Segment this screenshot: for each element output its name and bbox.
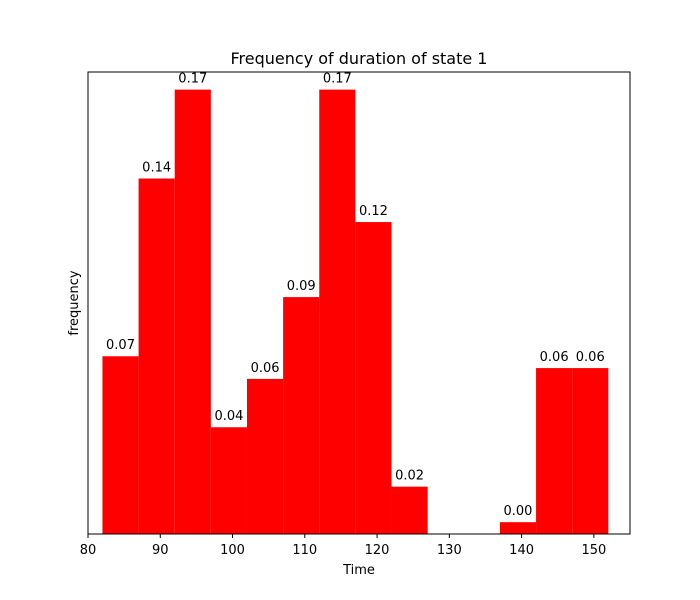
histogram-bar xyxy=(210,427,247,534)
bar-value-label: 0.00 xyxy=(504,504,533,519)
y-axis-label: frequency xyxy=(67,270,82,336)
histogram-bar xyxy=(499,522,537,534)
bar-value-label: 0.17 xyxy=(178,72,207,87)
bar-value-label: 0.06 xyxy=(576,350,605,365)
bar-value-label: 0.14 xyxy=(142,160,171,175)
bar-value-label: 0.06 xyxy=(540,350,569,365)
histogram-bar xyxy=(174,89,211,535)
bar-value-label: 0.17 xyxy=(323,72,352,87)
bar-value-label: 0.06 xyxy=(251,361,280,376)
bar-value-label: 0.07 xyxy=(106,338,135,353)
histogram-bar xyxy=(283,297,320,534)
x-axis-label: Time xyxy=(342,563,375,578)
histogram-bar xyxy=(391,486,428,534)
x-tick-label: 80 xyxy=(80,543,97,558)
x-tick-label: 140 xyxy=(509,543,534,558)
bar-value-label: 0.04 xyxy=(214,409,243,424)
histogram-bar xyxy=(246,378,284,534)
x-tick-label: 110 xyxy=(292,543,317,558)
histogram-bar xyxy=(355,222,392,534)
x-tick-label: 90 xyxy=(152,543,169,558)
x-tick-label: 120 xyxy=(365,543,390,558)
chart-title: Frequency of duration of state 1 xyxy=(231,49,488,68)
x-tick-label: 150 xyxy=(581,543,606,558)
histogram-bar xyxy=(102,356,139,534)
histogram-bar xyxy=(319,89,356,535)
x-tick-label: 130 xyxy=(437,543,462,558)
x-tick-label: 100 xyxy=(220,543,245,558)
histogram-bar xyxy=(572,368,609,534)
bar-value-label: 0.09 xyxy=(287,279,316,294)
histogram-bar xyxy=(138,178,175,534)
bars-group xyxy=(102,89,609,535)
x-axis-ticks: 80 90 100 110 120 130 140 150 xyxy=(80,534,606,558)
bar-value-label: 0.12 xyxy=(359,204,388,219)
data-labels-group: 0.07 0.14 0.17 0.04 0.06 0.09 0.17 0.12 0.02 0.00… xyxy=(106,72,605,520)
bar-value-label: 0.02 xyxy=(395,469,424,484)
histogram-bar xyxy=(536,368,573,534)
plot-area-frame xyxy=(87,71,631,535)
